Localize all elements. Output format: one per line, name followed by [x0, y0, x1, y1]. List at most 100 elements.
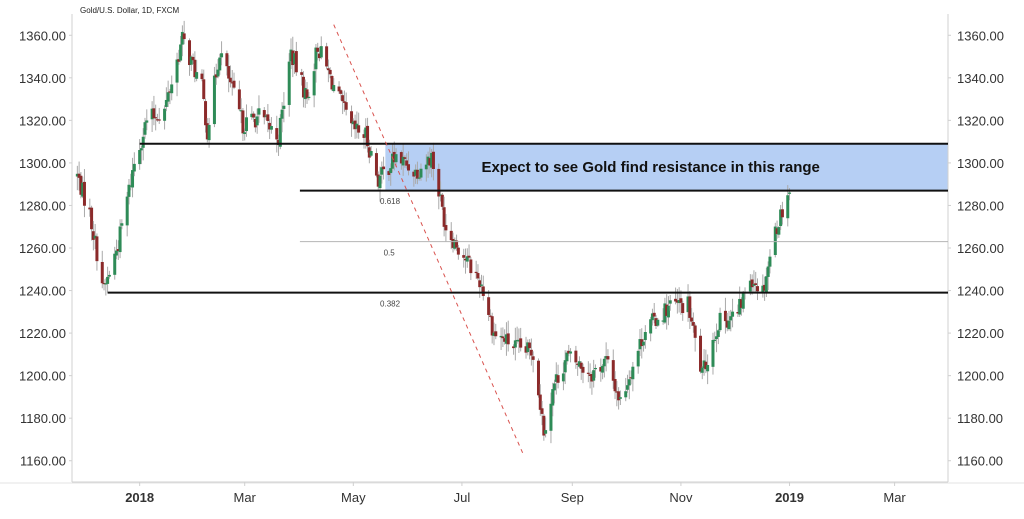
candle-body-up — [731, 311, 735, 317]
x-tick-label: Nov — [669, 490, 693, 505]
candle-body-down — [693, 325, 697, 338]
candle-body-up — [280, 109, 284, 119]
candle-body-down — [503, 338, 507, 342]
candle-body-down — [330, 75, 334, 90]
candle-body-up — [255, 116, 259, 126]
candle-body-up — [650, 313, 654, 321]
candle-body-down — [567, 350, 571, 354]
candle-body-down — [467, 255, 471, 258]
candle-body-down — [469, 259, 473, 274]
candle-body-down — [512, 346, 516, 349]
candle-body-up — [220, 53, 224, 58]
candle-body-up — [269, 126, 273, 130]
candle-body-up — [499, 335, 503, 338]
candle-body-down — [476, 273, 480, 279]
candle-body-up — [453, 240, 457, 249]
y-tick-label-left: 1320.00 — [19, 113, 66, 128]
candle-body-up — [364, 127, 368, 138]
candle-body-down — [652, 312, 656, 317]
candle-body-down — [690, 317, 694, 322]
candle-body-up — [439, 194, 443, 196]
candle-body-up — [212, 75, 216, 125]
candle-body-up — [351, 121, 355, 125]
candle-body-up — [513, 340, 517, 348]
candle-body-down — [455, 240, 459, 248]
candle-body-down — [775, 228, 779, 234]
candle-body-up — [390, 153, 394, 169]
candle-body-down — [723, 310, 727, 322]
candle-body-down — [654, 318, 658, 326]
candle-body-down — [214, 74, 218, 78]
candle-body-up — [636, 350, 640, 367]
fib-level-label: 0.618 — [380, 197, 401, 206]
candle-body-up — [166, 92, 170, 102]
candle-body-up — [104, 283, 108, 285]
candle-body-down — [193, 59, 197, 78]
candle-body-up — [649, 319, 653, 334]
candle-body-up — [715, 336, 719, 340]
candle-body-up — [686, 296, 690, 313]
candle-body-down — [576, 363, 580, 365]
candle-body-up — [602, 358, 606, 367]
candle-body-down — [750, 279, 754, 288]
candle-body-up — [287, 61, 291, 105]
candle-body-up — [175, 59, 179, 83]
price-levels — [107, 24, 948, 457]
candle-body-up — [129, 185, 133, 187]
candle-body-down — [366, 125, 370, 147]
candle-body-up — [120, 223, 124, 226]
candle-body-up — [417, 177, 421, 179]
candle-body-down — [403, 157, 407, 159]
candle-body-up — [143, 122, 147, 135]
candle-body-up — [577, 361, 581, 367]
y-tick-label-right: 1260.00 — [957, 241, 1004, 256]
y-tick-label-right: 1200.00 — [957, 369, 1004, 384]
candle-body-up — [118, 226, 122, 253]
candle-body-down — [342, 101, 346, 103]
candle-body-down — [617, 391, 621, 401]
candle-body-down — [387, 171, 391, 175]
candle-body-down — [405, 160, 409, 166]
candle-body-down — [382, 166, 386, 170]
candle-body-up — [93, 235, 97, 239]
candle-body-down — [490, 316, 494, 336]
candle-body-down — [755, 286, 759, 292]
x-tick-label: Jul — [454, 490, 471, 505]
candle-body-down — [528, 342, 532, 349]
candle-body-down — [536, 360, 540, 396]
candle-body-down — [204, 101, 208, 126]
candle-body-up — [768, 256, 772, 267]
candle-body-down — [524, 346, 528, 353]
candle-body-down — [202, 79, 206, 99]
candle-body-down — [326, 68, 330, 71]
candle-body-up — [563, 360, 567, 373]
candle-body-down — [556, 375, 560, 383]
candle-body-up — [394, 154, 398, 163]
candle-body-down — [95, 236, 99, 262]
candle-body-down — [451, 238, 455, 248]
candle-body-down — [155, 119, 159, 121]
candle-body-up — [401, 156, 405, 166]
candle-body-up — [626, 385, 630, 390]
candle-body-down — [275, 128, 279, 140]
candle-body-up — [761, 285, 765, 293]
candle-body-down — [262, 110, 266, 118]
candle-body-up — [430, 152, 434, 168]
candle-body-down — [300, 72, 304, 75]
x-tick-label: 2019 — [775, 490, 804, 505]
candle-body-up — [777, 227, 781, 235]
candle-body-up — [618, 397, 622, 399]
candle-body-down — [154, 117, 158, 119]
candle-body-up — [138, 150, 142, 165]
candle-body-down — [540, 408, 544, 414]
candle-body-down — [629, 377, 633, 379]
candle-body-up — [164, 99, 168, 107]
candle-body-down — [681, 303, 685, 314]
candle-body-down — [317, 53, 321, 59]
candle-body-down — [102, 282, 106, 285]
candle-body-up — [643, 331, 647, 341]
candle-body-down — [337, 86, 341, 92]
candle-body-down — [177, 59, 181, 62]
candle-body-down — [339, 90, 343, 94]
candle-body-down — [615, 391, 619, 393]
